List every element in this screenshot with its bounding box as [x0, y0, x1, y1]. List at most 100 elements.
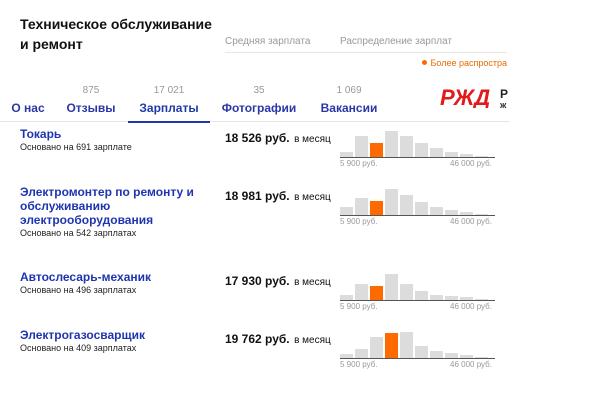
- histogram-bar: [430, 148, 443, 157]
- salary-period: в месяц: [294, 192, 331, 203]
- salary-amount: 18 526 руб.: [225, 131, 290, 145]
- histogram-bar: [445, 210, 458, 215]
- histogram-bar: [340, 295, 353, 300]
- histogram-bar: [355, 349, 368, 358]
- tab-reviews-count: 875: [82, 85, 100, 96]
- range-min: 5 900 руб.: [340, 159, 378, 168]
- histogram-bar-most-common: [385, 333, 398, 358]
- avg-salary: 18 526 руб. в месяц: [225, 129, 331, 147]
- histogram-bar: [400, 284, 413, 300]
- distribution-column-header: Распределение зарплат: [340, 36, 453, 47]
- histogram-bar: [460, 297, 473, 300]
- range-max: 46 000 руб.: [450, 360, 492, 369]
- range-max: 46 000 руб.: [450, 302, 492, 311]
- histogram-bar-most-common: [370, 286, 383, 300]
- header-divider: [225, 52, 507, 53]
- histogram-bar-most-common: [370, 143, 383, 157]
- histogram-bar: [400, 332, 413, 358]
- tab-salaries-count: 17 021: [153, 85, 185, 96]
- salary-amount: 19 762 руб.: [225, 332, 290, 346]
- histogram-bar: [385, 274, 398, 300]
- job-title-link[interactable]: Электромонтер по ремонту и обслуживанию …: [20, 185, 210, 239]
- histogram-bar: [475, 357, 488, 358]
- histogram-bar: [340, 152, 353, 157]
- avg-salary: 17 930 руб. в месяц: [225, 272, 331, 290]
- tab-photos-label: Фотографии: [221, 101, 297, 115]
- job-title-link[interactable]: Электрогазосварщик Основано на 409 зарпл…: [20, 328, 210, 354]
- job-title[interactable]: Токарь: [20, 127, 62, 141]
- tab-photos-count: 35: [253, 85, 265, 96]
- tab-vacancies[interactable]: 1 069 Вакансии: [316, 84, 382, 118]
- tab-about[interactable]: О нас: [8, 84, 48, 118]
- tab-about-count: [8, 84, 48, 98]
- salary-period: в месяц: [294, 277, 331, 288]
- job-title[interactable]: Электромонтер по ремонту и обслуживанию …: [20, 185, 194, 227]
- histogram-bar: [475, 156, 488, 157]
- histogram-bar: [385, 131, 398, 157]
- histogram-bar: [415, 291, 428, 300]
- legend-most-common: Более распростра: [422, 58, 507, 68]
- tab-reviews-label: Отзывы: [66, 101, 116, 115]
- histogram-bar: [355, 136, 368, 157]
- job-title-link[interactable]: Токарь Основано на 691 зарплате: [20, 127, 210, 153]
- histogram-bar: [415, 202, 428, 215]
- tab-salaries[interactable]: 17 021 Зарплаты: [128, 84, 210, 123]
- tab-salaries-label: Зарплаты: [139, 101, 199, 115]
- orange-dot-icon: [422, 60, 428, 66]
- tab-vacancies-label: Вакансии: [320, 101, 378, 115]
- histogram-bar: [415, 143, 428, 157]
- salary-histogram: [340, 330, 495, 359]
- histogram-axis: [340, 358, 495, 359]
- histogram-bar: [340, 354, 353, 358]
- range-min: 5 900 руб.: [340, 302, 378, 311]
- salary-period: в месяц: [294, 134, 331, 145]
- job-title[interactable]: Автослесарь-механик: [20, 270, 151, 284]
- salary-histogram: [340, 129, 495, 158]
- based-on-count: Основано на 409 зарплатах: [20, 343, 137, 353]
- logo-side-letter: Р: [500, 87, 509, 101]
- histogram-bar: [430, 207, 443, 215]
- tab-about-label: О нас: [11, 101, 45, 115]
- range-min: 5 900 руб.: [340, 217, 378, 226]
- histogram-bar: [400, 195, 413, 215]
- job-title-link[interactable]: Автослесарь-механик Основано на 496 зарп…: [20, 270, 210, 296]
- tab-reviews[interactable]: 875 Отзывы: [62, 84, 120, 118]
- salary-histogram: [340, 272, 495, 301]
- histogram-bar: [460, 154, 473, 157]
- histogram-bar: [370, 337, 383, 358]
- range-max: 46 000 руб.: [450, 159, 492, 168]
- histogram-bar: [430, 295, 443, 300]
- company-tabs: О нас 875 Отзывы 17 021 Зарплаты 35 Фото…: [0, 84, 510, 123]
- based-on-count: Основано на 691 зарплате: [20, 142, 132, 152]
- based-on-count: Основано на 496 зарплатах: [20, 285, 137, 295]
- histogram-bar: [400, 136, 413, 157]
- histogram-axis: [340, 157, 495, 158]
- based-on-count: Основано на 542 зарплатах: [20, 228, 137, 238]
- histogram-bar: [475, 299, 488, 300]
- histogram-bar: [385, 189, 398, 215]
- legend-text: Более распростра: [430, 58, 507, 68]
- salary-histogram: [340, 187, 495, 216]
- rzd-logo: РЖД: [440, 86, 490, 108]
- tab-photos[interactable]: 35 Фотографии: [218, 84, 300, 118]
- avg-salary-column-header: Средняя зарплата: [225, 36, 311, 47]
- tab-vacancies-count: 1 069: [336, 85, 362, 96]
- salary-amount: 18 981 руб.: [225, 189, 290, 203]
- salary-period: в месяц: [294, 335, 331, 346]
- histogram-axis: [340, 215, 495, 216]
- salary-amount: 17 930 руб.: [225, 274, 290, 288]
- page-title: Техническое обслуживание и ремонт: [20, 16, 212, 52]
- histogram-bar: [415, 346, 428, 358]
- histogram-axis: [340, 300, 495, 301]
- histogram-bar: [460, 212, 473, 215]
- logo-side-letter-2: ж: [500, 100, 507, 110]
- range-max: 46 000 руб.: [450, 217, 492, 226]
- histogram-bar: [445, 296, 458, 300]
- avg-salary: 19 762 руб. в месяц: [225, 330, 331, 348]
- histogram-bar-most-common: [370, 201, 383, 215]
- histogram-bar: [445, 353, 458, 358]
- histogram-bar: [445, 152, 458, 157]
- rzd-logo-text: РЖД: [440, 86, 490, 108]
- histogram-bar: [460, 355, 473, 358]
- job-title[interactable]: Электрогазосварщик: [20, 328, 145, 342]
